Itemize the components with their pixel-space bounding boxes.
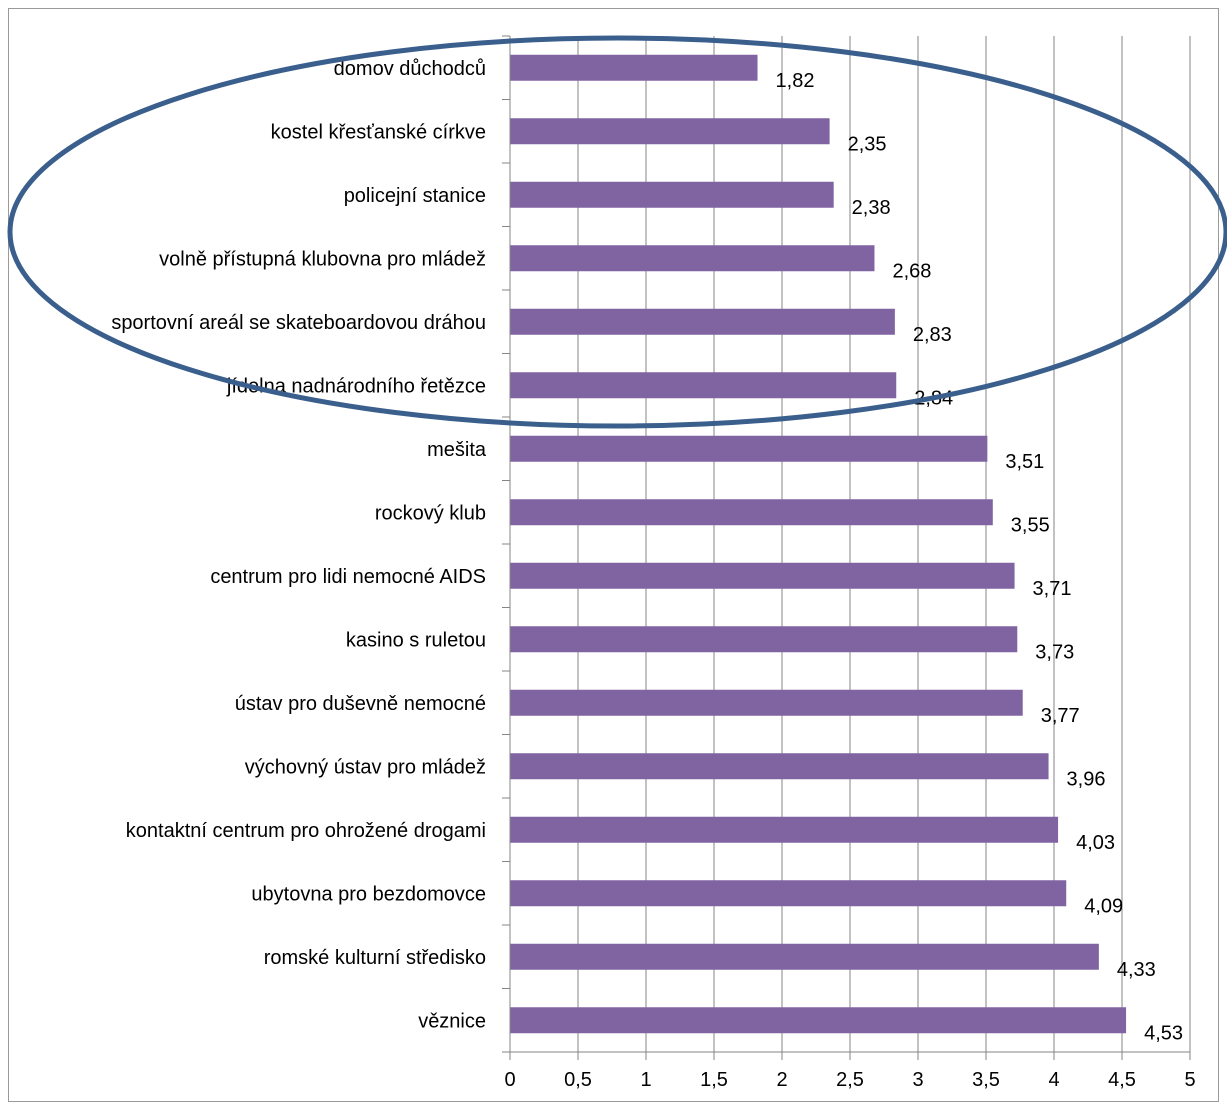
category-label: centrum pro lidi nemocné AIDS <box>210 566 486 588</box>
data-label: 4,09 <box>1084 895 1123 917</box>
bar <box>510 626 1018 653</box>
data-label: 3,71 <box>1033 578 1072 600</box>
data-label: 2,83 <box>913 324 952 346</box>
bar <box>510 435 988 462</box>
bar <box>510 499 993 526</box>
bars <box>510 54 1127 1034</box>
bar <box>510 54 758 81</box>
data-label: 1,82 <box>776 70 815 92</box>
annotation-ellipse <box>7 35 1227 429</box>
x-tick-label: 1 <box>640 1069 651 1091</box>
data-label: 4,33 <box>1117 959 1156 981</box>
data-label: 2,68 <box>892 260 931 282</box>
category-label: sportovní areál se skateboardovou dráhou <box>111 312 486 334</box>
data-label: 2,35 <box>848 133 887 155</box>
x-tick-label: 3 <box>912 1069 923 1091</box>
data-label: 3,55 <box>1011 514 1050 536</box>
bar <box>510 1007 1127 1034</box>
category-label: mešita <box>427 439 487 461</box>
category-label: romské kulturní středisko <box>264 947 486 969</box>
bar <box>510 372 897 399</box>
data-label: 4,53 <box>1144 1022 1183 1044</box>
bar <box>510 943 1099 970</box>
category-label: věznice <box>418 1010 486 1032</box>
data-label: 2,38 <box>852 197 891 219</box>
x-tick-label: 0 <box>504 1069 515 1091</box>
category-label: policejní stanice <box>344 185 486 207</box>
category-label: domov důchodců <box>334 58 486 80</box>
data-label: 3,96 <box>1067 768 1106 790</box>
x-tick-label: 5 <box>1184 1069 1195 1091</box>
labels: domov důchodců 1,82 kostel křesťanské círk… <box>111 58 1183 1045</box>
bar <box>510 753 1049 780</box>
axes: 0 0,5 1 1,5 2 2,5 3 3,5 4 4,5 5 <box>502 35 1196 1091</box>
bar <box>510 118 830 145</box>
category-label: ústav pro duševně nemocné <box>235 693 486 715</box>
bar <box>510 816 1059 843</box>
category-label: volně přístupná klubovna pro mládež <box>159 248 486 270</box>
data-label: 3,51 <box>1005 451 1044 473</box>
data-label: 3,73 <box>1035 641 1074 663</box>
x-tick-label: 4,5 <box>1108 1069 1136 1091</box>
category-label: jídelna nadnárodního řetězce <box>226 375 486 397</box>
data-label: 4,03 <box>1076 832 1115 854</box>
x-tick-label: 1,5 <box>700 1069 728 1091</box>
bar <box>510 880 1067 907</box>
category-label: výchovný ústav pro mládež <box>245 756 486 778</box>
category-label: ubytovna pro bezdomovce <box>251 883 486 905</box>
x-tick-label: 4 <box>1048 1069 1059 1091</box>
bar <box>510 308 895 335</box>
bar <box>510 562 1015 589</box>
x-tick-label: 0,5 <box>564 1069 592 1091</box>
category-label: rockový klub <box>375 502 486 524</box>
x-tick-label: 3,5 <box>972 1069 1000 1091</box>
annotation-layer <box>7 35 1227 429</box>
bar <box>510 689 1023 716</box>
bar <box>510 181 834 208</box>
x-tick-label: 2,5 <box>836 1069 864 1091</box>
category-label: kontaktní centrum pro ohrožené drogami <box>126 820 486 842</box>
x-tick-label: 2 <box>776 1069 787 1091</box>
category-label: kostel křesťanské církve <box>271 121 486 143</box>
data-label: 3,77 <box>1041 705 1080 727</box>
bar <box>510 245 875 272</box>
category-label: kasino s ruletou <box>346 629 486 651</box>
